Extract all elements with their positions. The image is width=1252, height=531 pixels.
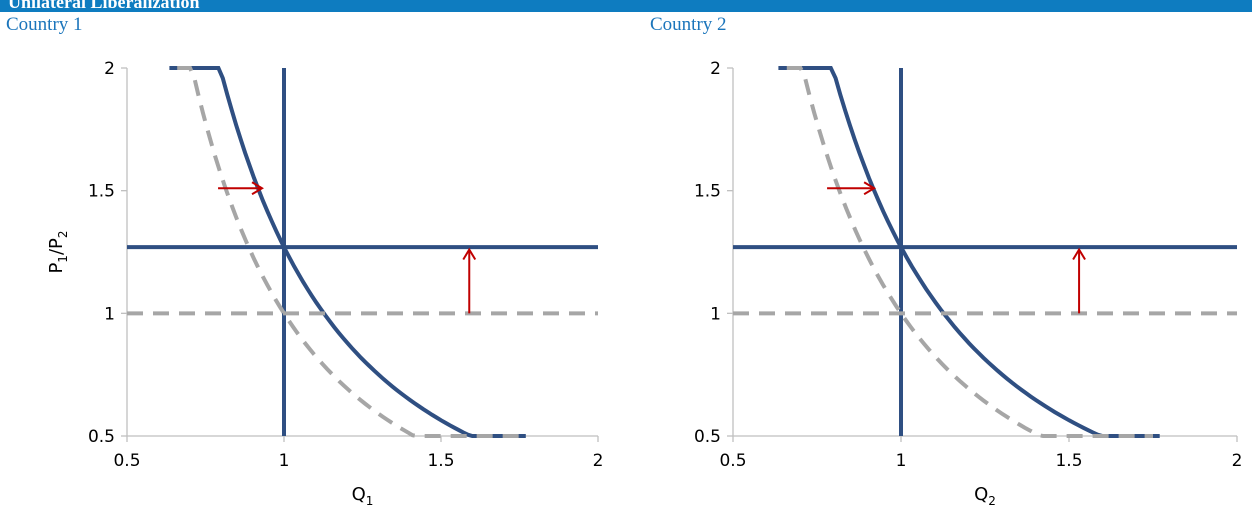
page-title: Unilateral Liberalization <box>8 0 200 12</box>
dashed-curve <box>177 66 520 438</box>
y-tick-label: 2 <box>104 59 115 79</box>
solid-curve <box>778 66 1160 438</box>
chart-panel-2: 0.5 1 1.5 2 0.5 1 1.5 2 Q2 <box>694 59 1242 508</box>
chart-panel-1: 0.5 1 1.5 2 0.5 1 1.5 2 Q1 P1/P2 <box>46 59 603 508</box>
x-tick-label: 2 <box>593 451 604 471</box>
y-tick-label: 1.5 <box>694 182 721 202</box>
x-axis-title: Q1 <box>352 484 374 508</box>
y-tick-label: 1.5 <box>88 182 115 202</box>
x-tick-label: 0.5 <box>113 451 140 471</box>
panel-label-country-1: Country 1 <box>6 14 83 35</box>
x-axis-title: Q2 <box>974 484 996 508</box>
x-tick-label: 1 <box>896 451 907 471</box>
y-tick-label: 1 <box>104 304 115 324</box>
y-tick-label: 0.5 <box>88 427 115 447</box>
x-tick-label: 1.5 <box>1055 451 1082 471</box>
header-bar: Unilateral Liberalization <box>0 0 1252 12</box>
x-tick-label: 2 <box>1232 451 1243 471</box>
x-tick-label: 0.5 <box>719 451 746 471</box>
x-tick-label: 1 <box>279 451 290 471</box>
y-tick-label: 1 <box>710 304 721 324</box>
panel-label-country-2: Country 2 <box>650 14 727 35</box>
solid-curve <box>169 66 526 438</box>
dashed-curve <box>786 66 1153 438</box>
y-tick-label: 0.5 <box>694 427 721 447</box>
x-tick-label: 1.5 <box>427 451 454 471</box>
y-tick-label: 2 <box>710 59 721 79</box>
y-axis-title: P1/P2 <box>46 230 70 273</box>
